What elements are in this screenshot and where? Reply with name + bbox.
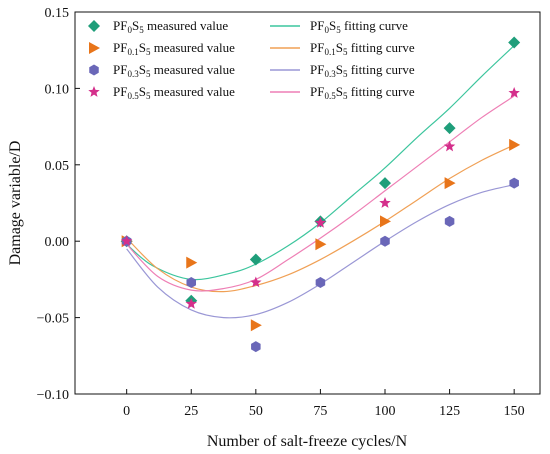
legend-label: PF0S5 measured value bbox=[113, 18, 228, 35]
legend-text-part: PF bbox=[113, 40, 127, 55]
y-tick-label: −0.05 bbox=[37, 312, 69, 327]
data-point-star bbox=[379, 197, 391, 208]
data-point-hexagon bbox=[251, 341, 261, 353]
legend-text-part: S bbox=[336, 40, 343, 55]
data-point-diamond bbox=[508, 36, 521, 49]
legend-marker-hexagon bbox=[89, 64, 99, 76]
legend-text-part: fitting curve bbox=[347, 62, 414, 77]
measured-points bbox=[120, 36, 521, 353]
legend-label: PF0.3S5 fitting curve bbox=[310, 62, 415, 79]
data-point-diamond bbox=[443, 122, 456, 135]
legend-text-part: PF bbox=[113, 62, 127, 77]
fitting-curve-line bbox=[126, 95, 515, 292]
legend-text-part: PF bbox=[310, 62, 324, 77]
legend-text-part: S bbox=[329, 18, 336, 33]
legend-subscript: 0.3 bbox=[324, 69, 336, 79]
legend-text-part: PF bbox=[310, 40, 324, 55]
legend-text-part: S bbox=[139, 62, 146, 77]
legend-text-part: measured value bbox=[150, 84, 235, 99]
x-tick-label: 125 bbox=[439, 404, 460, 419]
y-tick-label: 0.05 bbox=[45, 159, 70, 174]
legend-text-part: PF bbox=[113, 84, 127, 99]
legend-subscript: 5 bbox=[146, 91, 151, 101]
legend-text-part: measured value bbox=[144, 18, 229, 33]
data-point-triangle-right bbox=[315, 238, 327, 251]
data-point-star bbox=[250, 276, 262, 288]
legend-label: PF0S5 fitting curve bbox=[310, 18, 408, 35]
data-point-hexagon bbox=[315, 276, 326, 288]
legend-subscript: 0 bbox=[324, 25, 329, 35]
data-point-star bbox=[120, 235, 133, 247]
data-point-star bbox=[443, 140, 456, 152]
x-axis: 0 25 50 75 100 125 150 bbox=[123, 389, 525, 419]
x-tick-label: 0 bbox=[123, 404, 130, 419]
legend-label: PF0.1S5 fitting curve bbox=[310, 40, 415, 57]
legend-subscript: 5 bbox=[343, 47, 348, 57]
data-point-triangle-right bbox=[250, 319, 262, 332]
y-tick-label: 0.15 bbox=[45, 6, 70, 21]
legend-text-part: S bbox=[139, 84, 146, 99]
legend-subscript: 0.5 bbox=[324, 91, 336, 101]
x-tick-label: 100 bbox=[375, 404, 396, 419]
data-point-star bbox=[314, 216, 327, 228]
data-point-triangle-right bbox=[509, 138, 521, 151]
legend-marker-triangle-right bbox=[89, 42, 100, 54]
legend-text-part: fitting curve bbox=[347, 84, 414, 99]
data-point-star bbox=[185, 297, 197, 309]
legend-label: PF0.3S5 measured value bbox=[113, 62, 235, 79]
legend-marker-diamond bbox=[88, 20, 100, 32]
legend-label: PF0.1S5 measured value bbox=[113, 40, 235, 57]
x-tick-label: 25 bbox=[184, 404, 198, 419]
legend-subscript: 0 bbox=[127, 25, 132, 35]
y-axis-title: Damage variable/D bbox=[7, 141, 24, 266]
legend-subscript: 5 bbox=[139, 25, 144, 35]
legend-subscript: 5 bbox=[343, 91, 348, 101]
legend-subscript: 5 bbox=[146, 47, 151, 57]
legend-text-part: fitting curve bbox=[347, 40, 414, 55]
x-tick-label: 75 bbox=[313, 404, 327, 419]
fitting-curve-line bbox=[126, 184, 515, 319]
data-point-triangle-right bbox=[380, 215, 391, 228]
legend-label: PF0.5S5 measured value bbox=[113, 84, 235, 101]
legend-text-part: S bbox=[132, 18, 139, 33]
legend-text-part: PF bbox=[310, 84, 324, 99]
legend-text-part: measured value bbox=[150, 40, 235, 55]
legend-subscript: 0.1 bbox=[127, 47, 138, 57]
legend-subscript: 0.3 bbox=[127, 69, 139, 79]
legend-text-part: S bbox=[139, 40, 146, 55]
legend-subscript: 5 bbox=[343, 69, 348, 79]
y-tick-label: 0.10 bbox=[45, 82, 70, 97]
legend-marker-star bbox=[88, 86, 100, 97]
data-point-hexagon bbox=[509, 177, 519, 189]
x-tick-label: 150 bbox=[504, 404, 525, 419]
data-point-triangle-right bbox=[444, 177, 456, 190]
legend-subscript: 0.5 bbox=[127, 91, 139, 101]
legend-subscript: 0.1 bbox=[324, 47, 335, 57]
legend-text-part: S bbox=[336, 84, 343, 99]
legend-text-part: measured value bbox=[150, 62, 235, 77]
legend: PF0S5 measured value PF0S5 fitting curveP… bbox=[88, 18, 415, 101]
data-point-diamond bbox=[249, 253, 262, 266]
x-axis-title: Number of salt-freeze cycles/N bbox=[207, 433, 408, 450]
y-tick-label: −0.10 bbox=[37, 388, 69, 403]
x-tick-label: 50 bbox=[249, 404, 263, 419]
legend-subscript: 5 bbox=[336, 25, 341, 35]
legend-label: PF0.5S5 fitting curve bbox=[310, 84, 415, 101]
legend-text-part: PF bbox=[113, 18, 127, 33]
data-point-hexagon bbox=[444, 215, 455, 227]
y-tick-label: 0.00 bbox=[45, 235, 70, 250]
legend-text-part: PF bbox=[310, 18, 324, 33]
legend-text-part: fitting curve bbox=[341, 18, 408, 33]
legend-text-part: S bbox=[336, 62, 343, 77]
y-axis: −0.10 −0.05 0.00 0.05 0.10 0.15 bbox=[37, 6, 80, 403]
data-point-diamond bbox=[379, 177, 391, 190]
data-point-hexagon bbox=[186, 276, 197, 288]
plot-frame bbox=[74, 11, 541, 395]
data-point-triangle-right bbox=[186, 256, 198, 269]
legend-subscript: 5 bbox=[146, 69, 151, 79]
data-point-hexagon bbox=[380, 235, 390, 247]
data-point-star bbox=[508, 86, 520, 98]
